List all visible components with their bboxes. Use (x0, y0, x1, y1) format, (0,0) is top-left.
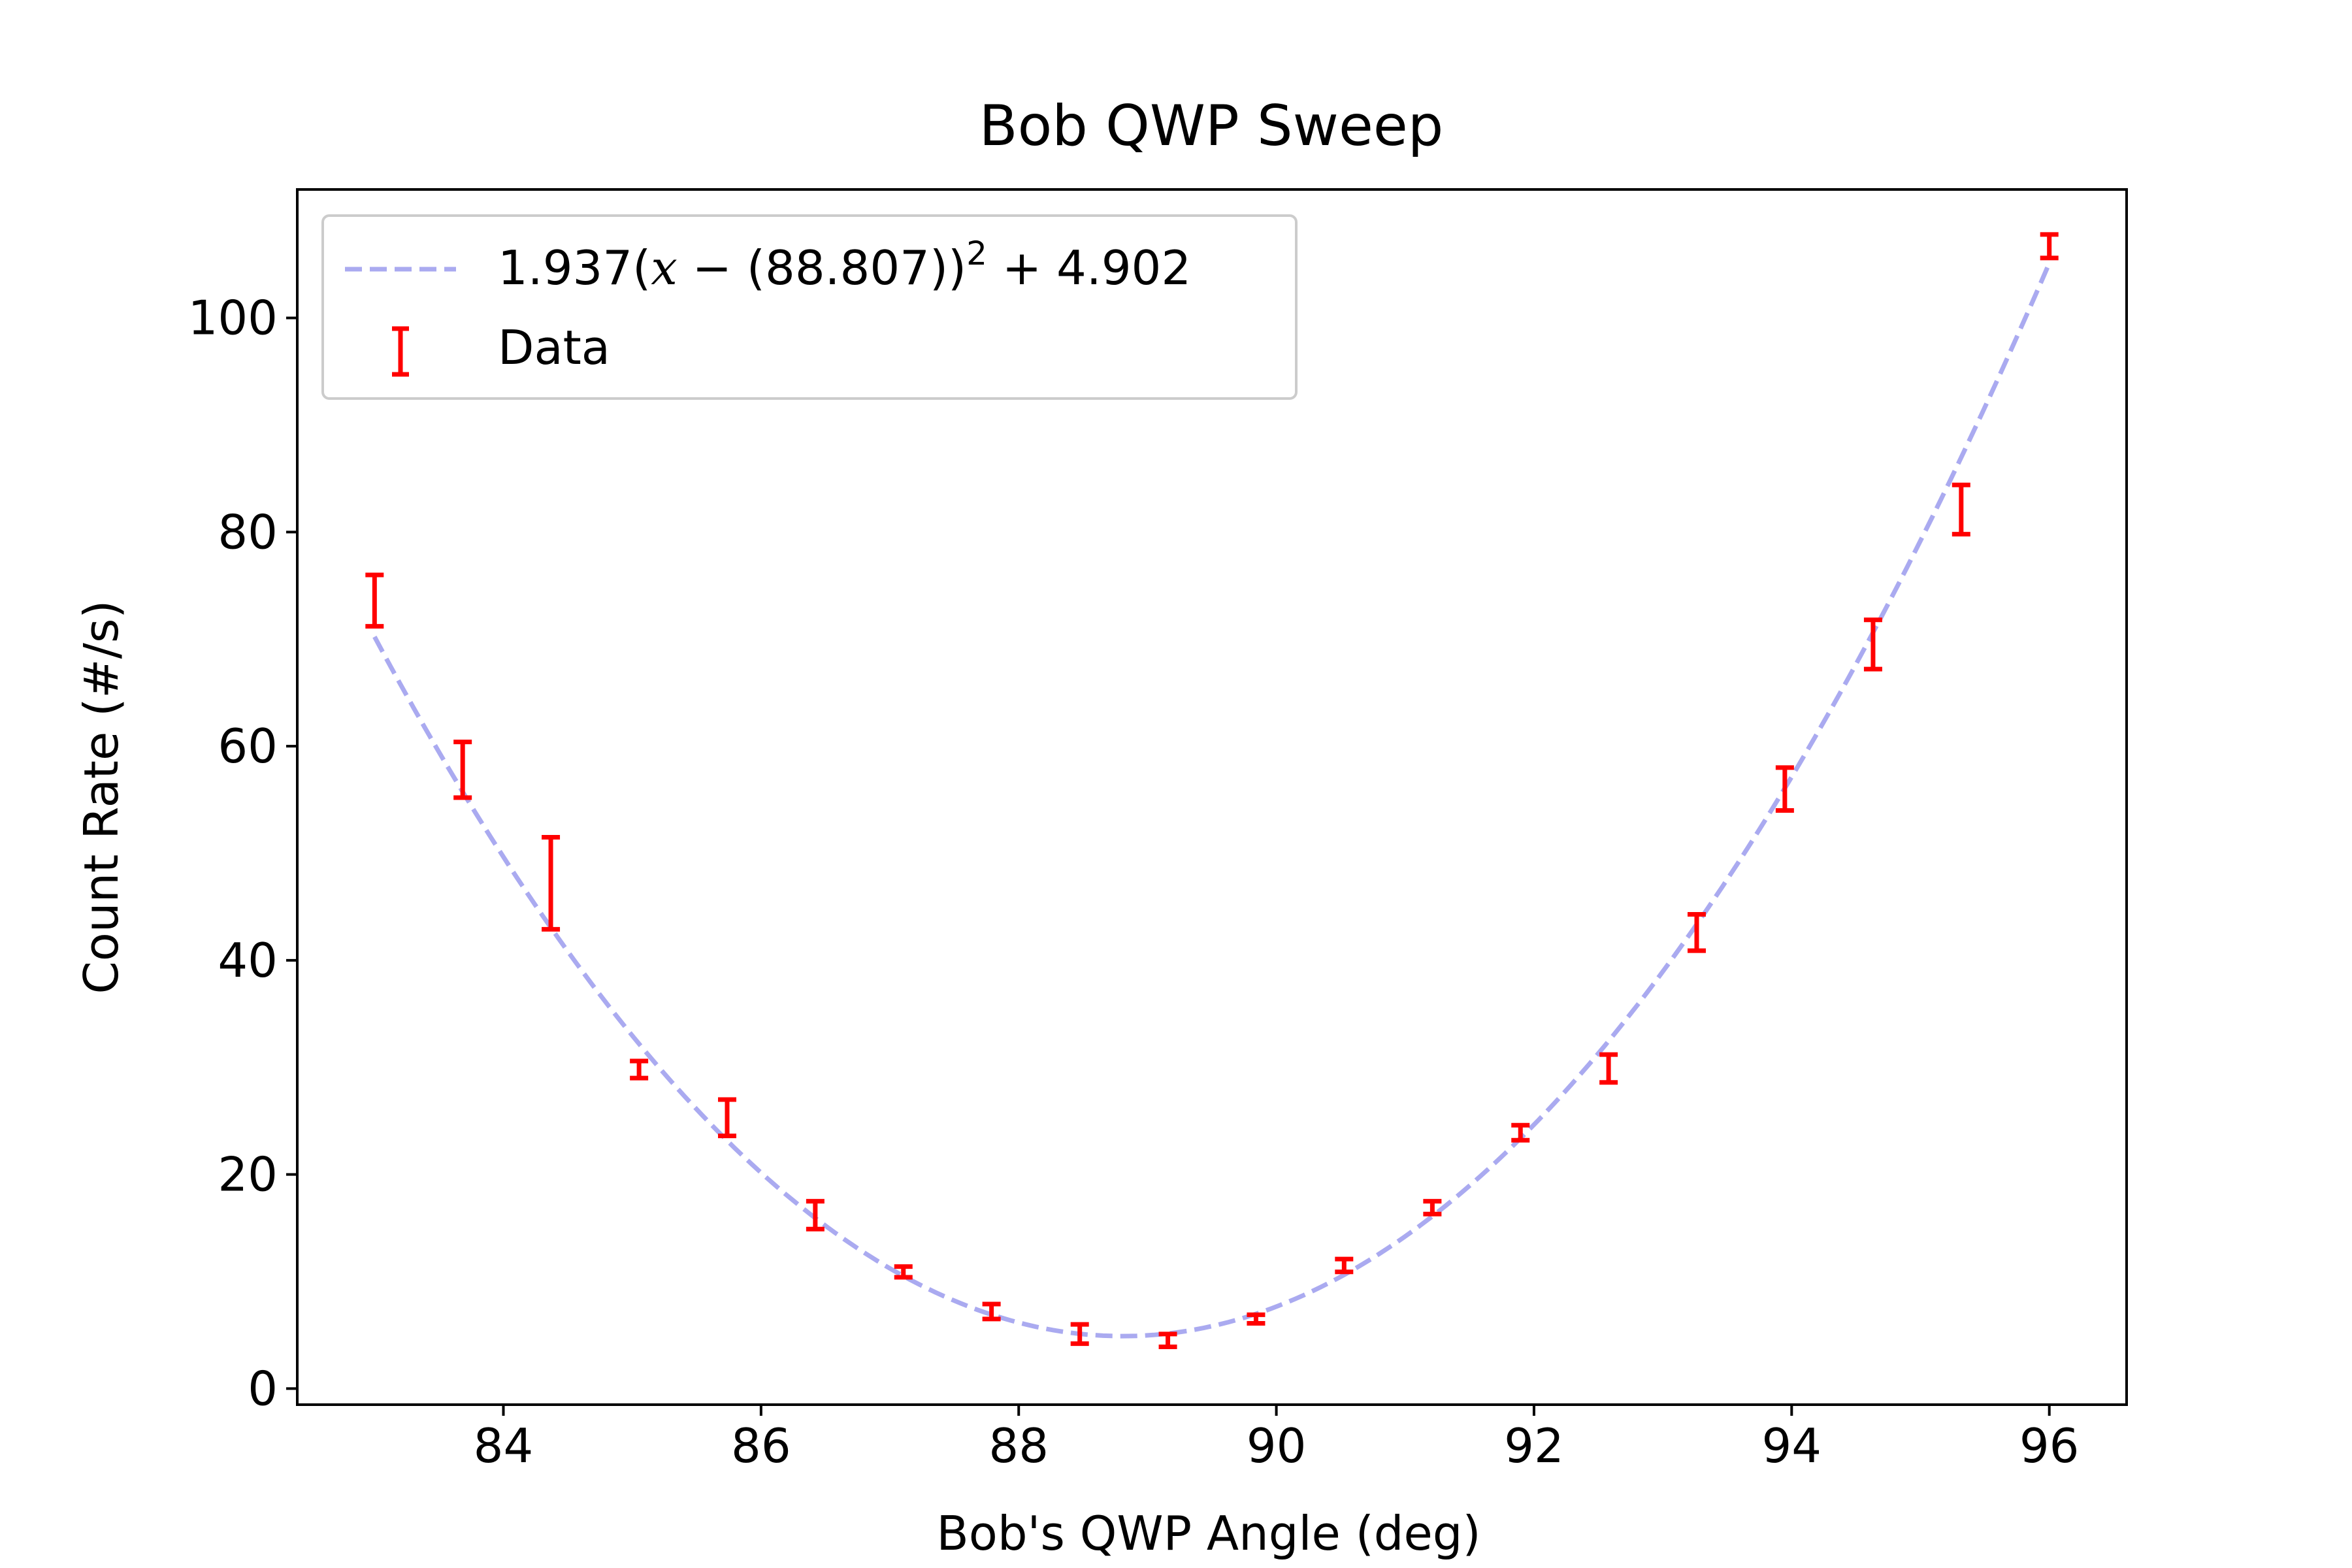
legend-data-swatch (392, 326, 409, 377)
data-point-errorbar (1247, 1312, 1266, 1326)
fit-curve (372, 262, 2051, 1339)
data-point-errorbar (982, 1301, 1001, 1322)
legend-fit-suffix: + 4.902 (987, 240, 1191, 295)
x-axis-label: Bob's QWP Angle (deg) (936, 1506, 1480, 1561)
plot-frame (296, 188, 2128, 1406)
data-point-errorbar (1158, 1331, 1177, 1350)
data-point-errorbar (1688, 911, 1706, 953)
legend-box (321, 214, 1298, 400)
x-tick-label: 84 (474, 1418, 534, 1473)
data-point-errorbar (542, 834, 561, 932)
data-point-errorbar (630, 1058, 649, 1081)
legend-fit-label: 1.937(x − (88.807))2 + 4.902 (498, 235, 1191, 295)
x-tick-label: 94 (1762, 1418, 1822, 1473)
legend-fit-prefix: 1.937( (498, 240, 651, 295)
y-tick-label: 100 (188, 291, 278, 346)
data-point-errorbar (1599, 1052, 1618, 1085)
data-point-errorbar (1863, 617, 1882, 672)
y-tick-label: 40 (218, 933, 278, 988)
x-tick-label: 96 (2019, 1418, 2080, 1473)
y-tick-label: 60 (218, 719, 278, 774)
data-point-errorbar (1423, 1199, 1442, 1217)
data-point-errorbar (1335, 1256, 1354, 1275)
data-point-errorbar (2040, 232, 2059, 261)
y-tick-label: 20 (218, 1147, 278, 1202)
x-tick-label: 90 (1247, 1418, 1307, 1473)
data-point-errorbar (894, 1264, 913, 1280)
x-tick-label: 88 (988, 1418, 1049, 1473)
x-axis: 84 86 88 90 92 94 96 (474, 1405, 2080, 1473)
data-point-errorbar (1070, 1322, 1089, 1347)
data-point-errorbar (453, 740, 472, 800)
data-point-errorbar (1775, 765, 1794, 813)
chart-title: Bob QWP Sweep (979, 93, 1444, 159)
data-point-errorbar (1511, 1122, 1530, 1143)
data-point-errorbar (365, 572, 384, 629)
data-point-errorbar (718, 1097, 736, 1139)
legend-fit-sup: 2 (966, 235, 987, 272)
legend-data-label: Data (498, 320, 610, 375)
data-point-errorbar (1952, 482, 1970, 537)
x-tick-label: 92 (1504, 1418, 1564, 1473)
legend-fit-mid: − (88.807)) (678, 240, 966, 295)
x-tick-label: 86 (731, 1418, 791, 1473)
legend-fit-x: x (651, 240, 678, 295)
data-point-errorbar (806, 1199, 825, 1232)
legend: 1.937(x − (88.807))2 + 4.902 Data (321, 214, 1298, 400)
y-tick-label: 80 (218, 504, 278, 559)
y-tick-label: 0 (248, 1361, 278, 1416)
plot-area (365, 232, 2059, 1350)
y-axis-label: Count Rate (#/s) (74, 600, 129, 994)
y-axis: 0 20 40 60 80 100 (188, 291, 297, 1416)
